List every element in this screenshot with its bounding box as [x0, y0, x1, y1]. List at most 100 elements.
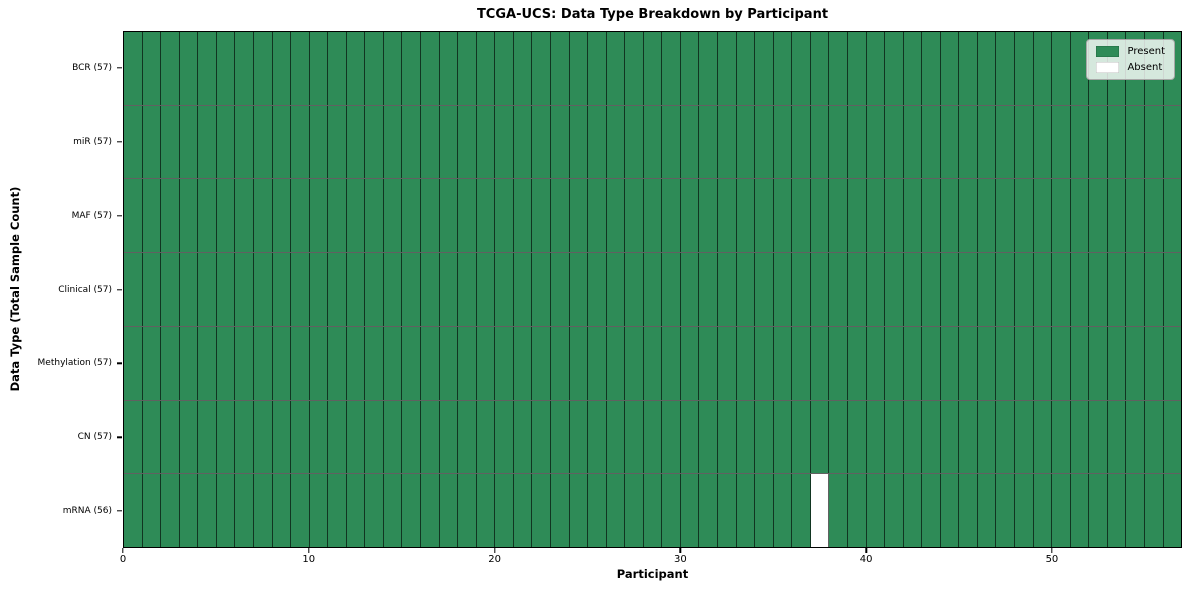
heatmap-cell: [328, 105, 347, 179]
heatmap-cell: [476, 105, 496, 179]
heatmap-cell: [885, 253, 904, 326]
heatmap-cell: [235, 400, 254, 474]
heatmap-cell: [940, 32, 960, 105]
heatmap-cell: [866, 326, 886, 400]
heatmap-cell: [940, 179, 960, 253]
heatmap-cell: [977, 326, 997, 400]
heatmap-cell: [922, 105, 941, 179]
heatmap-cell: [235, 32, 254, 105]
heatmap-cell: [847, 400, 867, 474]
heatmap-cell: [142, 400, 162, 474]
heatmap-cell: [680, 32, 700, 105]
heatmap-cell: [959, 326, 978, 400]
heatmap-cell: [1070, 326, 1090, 400]
absent-swatch-icon: [1096, 62, 1120, 73]
heatmap-row-mRNA: [124, 474, 1182, 548]
heatmap-cell: [588, 400, 607, 474]
heatmap-cell: [1015, 400, 1034, 474]
x-tick-mark: [1051, 548, 1053, 553]
heatmap-row-CN: [124, 400, 1182, 475]
heatmap-cell: [903, 179, 923, 253]
heatmap-cell: [383, 474, 403, 548]
heatmap-cell: [1144, 400, 1164, 474]
x-tick-mark: [679, 548, 682, 553]
heatmap-cell: [476, 32, 496, 105]
heatmap-cell: [1089, 326, 1108, 400]
heatmap-cell: [291, 179, 310, 253]
heatmap-cell: [773, 32, 793, 105]
heatmap-cell: [365, 326, 384, 400]
heatmap-cell: [291, 400, 310, 474]
heatmap-cell: [829, 179, 848, 253]
heatmap-cell: [235, 105, 254, 179]
heatmap-cell: [1126, 179, 1145, 253]
heatmap-cell: [1144, 326, 1164, 400]
heatmap-cell: [421, 179, 440, 253]
heatmap-cell: [346, 400, 366, 474]
heatmap-cell: [1033, 474, 1053, 548]
heatmap-cell: [829, 253, 848, 326]
x-tick-label: 10: [302, 554, 316, 565]
heatmap-cell: [309, 179, 329, 253]
heatmap-cell: [1089, 400, 1108, 474]
heatmap-cell: [179, 400, 199, 474]
heatmap-cell: [161, 326, 180, 400]
heatmap-cell: [1033, 32, 1053, 105]
heatmap-row-Methylation: [124, 326, 1182, 401]
heatmap-cell: [699, 474, 718, 548]
heatmap-cell: [532, 105, 551, 179]
heatmap-cell: [1052, 400, 1071, 474]
heatmap-cell: [773, 105, 793, 179]
heatmap-cell: [680, 474, 700, 548]
heatmap-cell: [699, 400, 718, 474]
x-tick-label: 20: [488, 554, 501, 565]
heatmap-cell: [773, 253, 793, 326]
heatmap-cell: [1163, 179, 1182, 253]
heatmap-cell: [736, 32, 756, 105]
heatmap-cell: [179, 179, 199, 253]
heatmap-cell: [699, 32, 718, 105]
heatmap-cell: [792, 400, 811, 474]
heatmap-cell: [606, 253, 626, 326]
heatmap-cell: [253, 32, 273, 105]
heatmap-cell: [1144, 105, 1164, 179]
heatmap-cell: [680, 400, 700, 474]
heatmap-cell: [718, 32, 737, 105]
heatmap-cell: [1089, 105, 1108, 179]
heatmap-cell: [402, 400, 421, 474]
heatmap-cell: [847, 253, 867, 326]
heatmap-cell: [495, 32, 514, 105]
heatmap-cell: [977, 253, 997, 326]
heatmap-cell: [773, 179, 793, 253]
chart-title: TCGA-UCS: Data Type Breakdown by Partici…: [476, 7, 829, 22]
heatmap-cell: [885, 326, 904, 400]
heatmap-cell: [458, 179, 477, 253]
heatmap-cell: [866, 400, 886, 474]
heatmap-cell: [216, 326, 236, 400]
heatmap-cell: [736, 474, 756, 548]
heatmap-cell: [1144, 474, 1164, 548]
heatmap-cell: [550, 32, 570, 105]
heatmap-cell: [1163, 253, 1182, 326]
x-tick-mark: [122, 548, 124, 553]
heatmap-cell: [1163, 400, 1182, 474]
heatmap-cell: [792, 326, 811, 400]
heatmap-cell: [885, 105, 904, 179]
heatmap-cell: [922, 179, 941, 253]
heatmap-cell: [495, 179, 514, 253]
heatmap-cell: [272, 32, 292, 105]
heatmap-cell: [309, 105, 329, 179]
heatmap-cell: [291, 253, 310, 326]
heatmap-cell: [1052, 326, 1071, 400]
heatmap-cell: [606, 32, 626, 105]
heatmap-cell: [699, 105, 718, 179]
heatmap-cell: [810, 32, 830, 105]
x-tick-label: 0: [119, 554, 127, 565]
heatmap-cell: [643, 179, 663, 253]
heatmap-cell: [179, 326, 199, 400]
heatmap-cell: [773, 326, 793, 400]
heatmap-cell: [569, 326, 589, 400]
heatmap-cell: [458, 474, 477, 548]
x-tick-mark: [493, 548, 496, 553]
